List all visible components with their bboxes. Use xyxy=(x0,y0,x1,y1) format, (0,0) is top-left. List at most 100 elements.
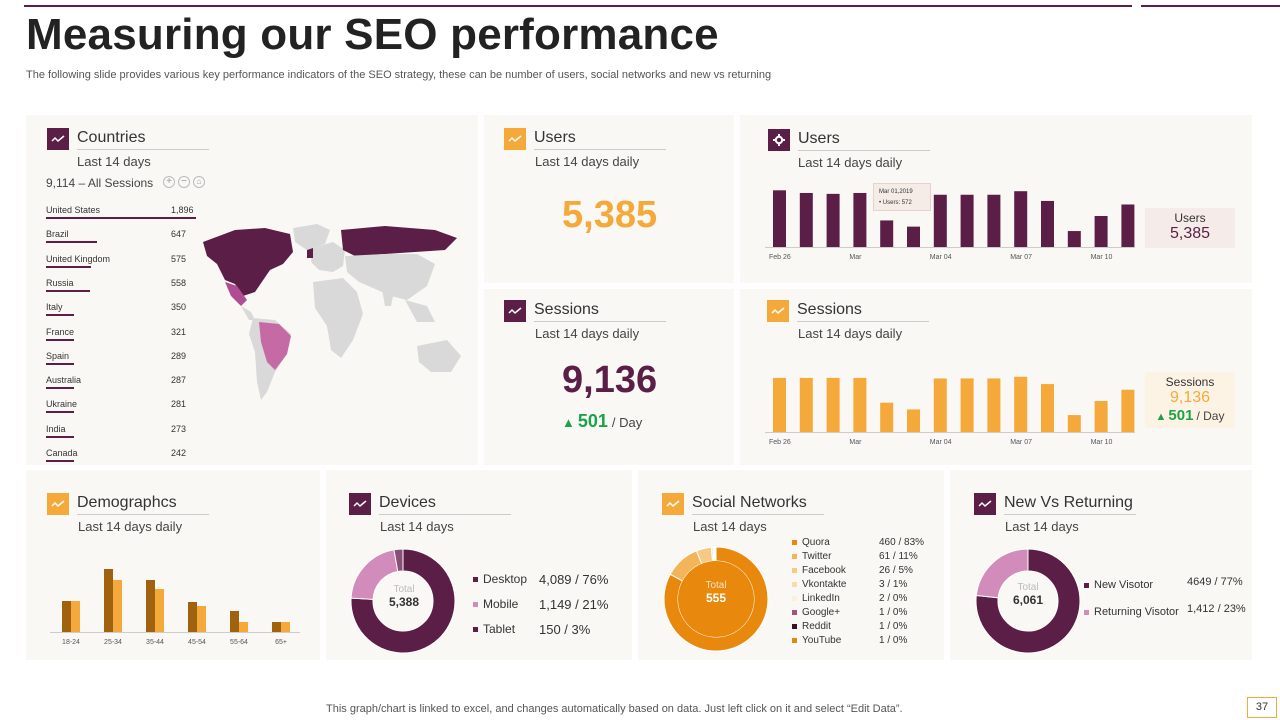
legend-item: Twitter xyxy=(792,551,831,562)
trend-line-icon xyxy=(662,493,684,515)
bar xyxy=(1121,389,1135,432)
legend-swatch xyxy=(792,567,797,573)
bar xyxy=(987,378,1001,432)
legend-value: 1 / 0% xyxy=(879,607,908,618)
users-chart-title: Users xyxy=(798,130,930,151)
donut-slice xyxy=(714,546,717,562)
country-bar xyxy=(46,338,74,341)
legend-item: Mobile xyxy=(473,597,518,611)
country-bar xyxy=(46,435,74,438)
bar xyxy=(960,194,974,247)
map-australia xyxy=(417,340,461,372)
users-kpi-title: Users xyxy=(534,129,666,150)
legend-label: Tablet xyxy=(483,622,516,636)
devices-total: Total 5,388 xyxy=(378,584,430,609)
sessions-delta-unit: / Day xyxy=(611,415,643,430)
country-name: Australia xyxy=(46,375,82,386)
country-value: 242 xyxy=(171,448,187,458)
x-tick-label: Mar xyxy=(849,254,862,261)
top-rule-right xyxy=(1141,5,1280,7)
bar xyxy=(1014,191,1028,247)
country-value: 1,896 xyxy=(171,205,194,215)
trend-line-icon xyxy=(47,493,69,515)
country-name: Russia xyxy=(46,277,74,288)
sessions-kpi-title: Sessions xyxy=(534,301,666,322)
bar xyxy=(230,611,239,632)
devices-title: Devices xyxy=(379,494,511,515)
users-bar-chart: Feb 26 Mar Mar 04 Mar 07 Mar 10 xyxy=(765,190,1135,261)
legend-swatch xyxy=(792,553,797,559)
sessions-delta-value: 501 xyxy=(577,411,608,431)
social-total-value: 555 xyxy=(705,591,727,605)
legend-label: Twitter xyxy=(802,551,832,562)
x-tick-label: Feb 26 xyxy=(769,439,791,446)
devices-period: Last 14 days xyxy=(380,519,454,534)
bar xyxy=(880,402,894,432)
social-period: Last 14 days xyxy=(693,519,767,534)
bar xyxy=(1014,376,1028,432)
bar xyxy=(773,190,786,247)
demographics-period: Last 14 days daily xyxy=(78,519,183,534)
users-side-label: Users xyxy=(1174,211,1206,225)
map-mexico xyxy=(225,282,247,306)
bar xyxy=(1121,204,1135,247)
tooltip-value: • Users: 572 xyxy=(879,200,912,206)
country-value: 281 xyxy=(171,399,187,410)
sessions-side-label: Sessions xyxy=(1165,375,1215,389)
bar xyxy=(960,378,974,432)
bar xyxy=(239,622,248,632)
legend-label: Vkontakte xyxy=(802,579,847,590)
devices-total-value: 5,388 xyxy=(388,595,420,609)
country-bar xyxy=(46,387,74,390)
legend-item: Tablet xyxy=(473,622,515,636)
map-asia xyxy=(345,254,435,300)
country-name: Canada xyxy=(46,448,78,458)
bar xyxy=(853,192,867,247)
legend-item: Facebook xyxy=(792,565,846,576)
users-tooltip: Mar 01,2019 • Users: 572 xyxy=(873,183,931,211)
legend-label: Desktop xyxy=(483,572,528,586)
country-bar xyxy=(46,265,92,268)
trend-line-icon xyxy=(504,300,526,322)
zoom-out-icon[interactable]: − xyxy=(178,176,190,188)
map-india xyxy=(381,284,395,306)
legend-swatch xyxy=(473,602,478,608)
map-central-america xyxy=(241,306,255,320)
social-total-label: Total xyxy=(705,580,727,591)
legend-swatch xyxy=(792,539,797,545)
nvr-total-label: Total xyxy=(1017,582,1039,593)
devices-total-label: Total xyxy=(393,584,415,595)
country-value: 273 xyxy=(171,423,187,434)
country-bar xyxy=(46,411,74,414)
legend-swatch xyxy=(473,627,478,633)
nvr-total: Total 6,061 xyxy=(1002,582,1054,607)
sessions-kpi-header: Sessions xyxy=(504,300,666,322)
legend-value: 1 / 0% xyxy=(879,635,908,646)
home-icon[interactable]: ⌂ xyxy=(193,176,205,188)
sessions-side-delta-value: 501 xyxy=(1168,407,1194,424)
x-tick-label: Mar 10 xyxy=(1091,254,1113,261)
map-north-america xyxy=(203,228,293,296)
top-rule xyxy=(24,5,1132,7)
country-value: 558 xyxy=(171,277,187,288)
x-tick-label: 55-64 xyxy=(230,639,248,646)
legend-value: 1,149 / 21% xyxy=(539,597,609,612)
donut-center xyxy=(678,561,754,637)
legend-swatch xyxy=(792,581,797,587)
x-tick-label: 18-24 xyxy=(62,639,80,646)
country-bar xyxy=(46,289,91,292)
bar xyxy=(1067,415,1081,432)
users-side-value: 5,385 xyxy=(1169,225,1211,242)
bar xyxy=(1094,401,1108,432)
country-name: Italy xyxy=(46,302,63,313)
bar xyxy=(773,377,786,432)
legend-item: Google+ xyxy=(792,607,840,618)
zoom-in-icon[interactable]: + xyxy=(163,176,175,188)
trend-line-icon xyxy=(504,128,526,150)
bar xyxy=(113,580,122,632)
donut-slice xyxy=(350,548,456,654)
donut-slice xyxy=(975,548,1029,599)
legend-swatch xyxy=(1084,582,1089,588)
countries-header: Countries xyxy=(47,128,209,150)
country-value: 350 xyxy=(171,302,187,313)
